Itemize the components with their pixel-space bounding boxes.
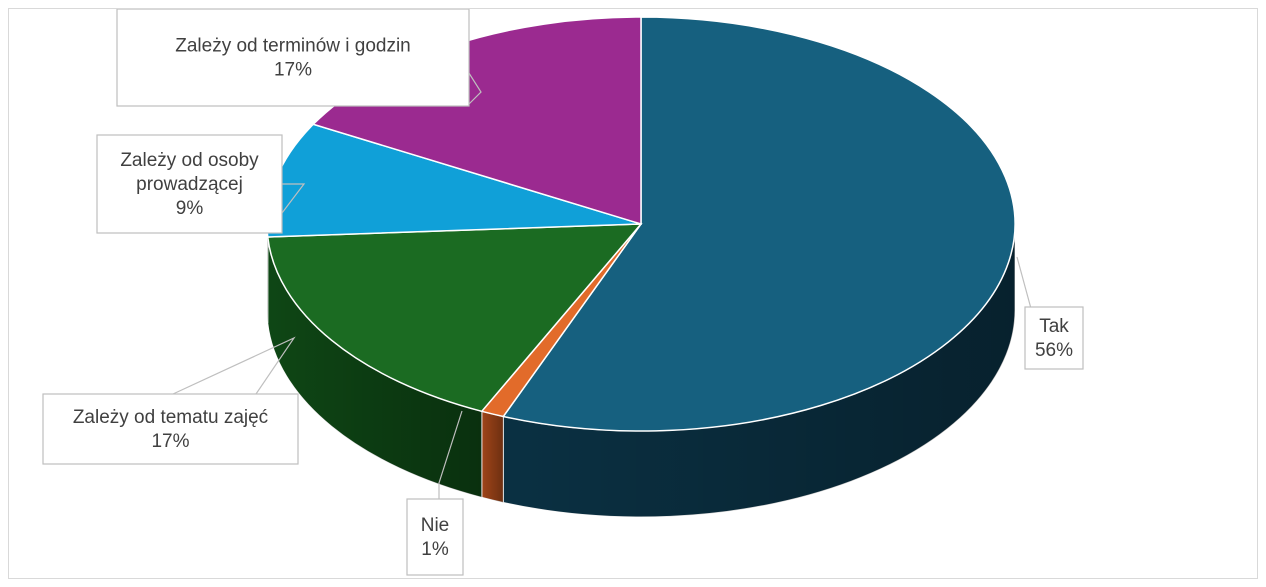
pie-slice-zalezy-od-tematu-zajec [266,223,643,413]
leader-line [281,183,306,214]
data-label-category: Nie [421,515,450,536]
data-label-percent: 9% [176,198,204,219]
data-label-category: prowadzącej [136,174,243,195]
data-label-category: Zależy od osoby [120,150,259,171]
leader-line [438,410,463,499]
data-label-percent: 17% [151,431,189,452]
pie-chart-3d: Tak 56%Nie 1%Zależy od tematu zajęć 17%Zale… [42,9,1084,576]
data-label-box [116,9,470,107]
data-label-tak: Tak 56% [1024,306,1084,370]
data-label-percent: 56% [1035,340,1073,361]
data-label-percent: 1% [421,539,449,560]
data-label-text: Zależy od terminów i godzin 17% [175,36,411,81]
data-label-box [1024,306,1084,370]
data-label-text: Zależy od tematu zajęć 17% [73,407,268,452]
data-label-text: Nie 1% [421,515,450,560]
data-label-text: Tak 56% [1035,316,1073,361]
data-label-nie: Nie 1% [406,498,464,576]
pie-slice-tak [502,16,1016,432]
data-label-zalezy-od-osoby-prowadzacej: Zależy od osoby prowadzącej 9% [96,134,283,234]
pie-side-nie [481,410,504,504]
data-label-percent: 17% [274,60,312,81]
leader-line [172,336,296,395]
leader-line [466,69,482,107]
data-label-zalezy-od-terminow-i-godzin: Zależy od terminów i godzin 17% [116,9,470,107]
data-label-category: Zależy od terminów i godzin [175,36,411,57]
data-label-box [96,134,283,234]
data-label-text: Zależy od osoby prowadzącej 9% [120,150,259,219]
data-label-zalezy-od-tematu-zajec: Zależy od tematu zajęć 17% [42,393,299,465]
data-label-box [406,498,464,576]
chart-area: Tak 56% Nie 1% Zależy od tematu zajęć 17% Zale… [8,8,1258,579]
data-label-box [42,393,299,465]
data-label-category: Zależy od tematu zajęć [73,407,268,428]
data-label-category: Tak [1039,316,1069,337]
